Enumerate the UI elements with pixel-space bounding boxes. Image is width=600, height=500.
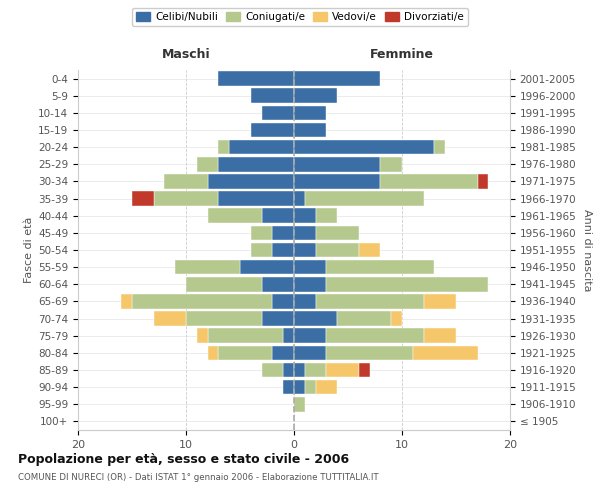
Bar bbox=[272, 242, 294, 258]
Bar bbox=[424, 328, 456, 343]
Bar bbox=[272, 226, 294, 240]
Bar bbox=[337, 312, 391, 326]
Bar bbox=[294, 122, 326, 138]
Bar bbox=[175, 260, 240, 274]
Bar bbox=[294, 174, 380, 188]
Bar bbox=[294, 294, 316, 308]
Bar bbox=[294, 277, 326, 291]
Bar bbox=[391, 312, 402, 326]
Bar bbox=[316, 226, 359, 240]
Bar bbox=[316, 208, 337, 223]
Bar bbox=[208, 346, 218, 360]
Bar bbox=[154, 312, 186, 326]
Bar bbox=[208, 208, 262, 223]
Bar bbox=[218, 140, 229, 154]
Legend: Celibi/Nubili, Coniugati/e, Vedovi/e, Divorziati/e: Celibi/Nubili, Coniugati/e, Vedovi/e, Di… bbox=[132, 8, 468, 26]
Bar bbox=[240, 260, 294, 274]
Bar bbox=[305, 380, 316, 394]
Text: COMUNE DI NURECI (OR) - Dati ISTAT 1° gennaio 2006 - Elaborazione TUTTITALIA.IT: COMUNE DI NURECI (OR) - Dati ISTAT 1° ge… bbox=[18, 472, 379, 482]
Bar bbox=[283, 328, 294, 343]
Bar bbox=[132, 192, 154, 206]
Bar bbox=[305, 362, 326, 378]
Bar bbox=[294, 157, 380, 172]
Bar bbox=[218, 192, 294, 206]
Bar bbox=[283, 362, 294, 378]
Bar bbox=[359, 242, 380, 258]
Bar bbox=[208, 328, 283, 343]
Bar bbox=[218, 72, 294, 86]
Bar bbox=[251, 88, 294, 103]
Bar bbox=[262, 277, 294, 291]
Bar bbox=[413, 346, 478, 360]
Bar bbox=[316, 380, 337, 394]
Bar bbox=[197, 157, 218, 172]
Bar bbox=[294, 140, 434, 154]
Bar bbox=[121, 294, 132, 308]
Bar bbox=[326, 346, 413, 360]
Bar bbox=[164, 174, 208, 188]
Bar bbox=[326, 328, 424, 343]
Bar bbox=[251, 242, 272, 258]
Bar bbox=[218, 157, 294, 172]
Text: Femmine: Femmine bbox=[370, 48, 434, 61]
Bar bbox=[283, 380, 294, 394]
Bar bbox=[262, 106, 294, 120]
Bar bbox=[294, 312, 337, 326]
Bar bbox=[478, 174, 488, 188]
Bar bbox=[251, 122, 294, 138]
Bar bbox=[294, 362, 305, 378]
Bar bbox=[262, 362, 283, 378]
Bar bbox=[316, 242, 359, 258]
Bar bbox=[316, 294, 424, 308]
Bar bbox=[326, 277, 488, 291]
Bar bbox=[326, 362, 359, 378]
Bar bbox=[294, 106, 326, 120]
Text: Maschi: Maschi bbox=[161, 48, 211, 61]
Bar bbox=[186, 312, 262, 326]
Bar bbox=[294, 72, 380, 86]
Bar bbox=[359, 362, 370, 378]
Bar bbox=[229, 140, 294, 154]
Bar bbox=[208, 174, 294, 188]
Bar bbox=[262, 312, 294, 326]
Bar bbox=[434, 140, 445, 154]
Bar bbox=[294, 88, 337, 103]
Bar bbox=[424, 294, 456, 308]
Bar bbox=[197, 328, 208, 343]
Bar bbox=[294, 260, 326, 274]
Y-axis label: Fasce di età: Fasce di età bbox=[24, 217, 34, 283]
Bar bbox=[380, 174, 478, 188]
Bar bbox=[294, 226, 316, 240]
Bar bbox=[294, 242, 316, 258]
Bar bbox=[294, 397, 305, 411]
Bar bbox=[326, 260, 434, 274]
Bar bbox=[294, 208, 316, 223]
Bar bbox=[294, 192, 305, 206]
Bar bbox=[294, 346, 326, 360]
Bar bbox=[132, 294, 272, 308]
Bar bbox=[380, 157, 402, 172]
Bar bbox=[272, 346, 294, 360]
Text: Popolazione per età, sesso e stato civile - 2006: Popolazione per età, sesso e stato civil… bbox=[18, 452, 349, 466]
Bar bbox=[294, 380, 305, 394]
Bar bbox=[272, 294, 294, 308]
Bar bbox=[186, 277, 262, 291]
Y-axis label: Anni di nascita: Anni di nascita bbox=[582, 209, 592, 291]
Bar bbox=[251, 226, 272, 240]
Bar bbox=[154, 192, 218, 206]
Bar bbox=[262, 208, 294, 223]
Bar bbox=[294, 328, 326, 343]
Bar bbox=[305, 192, 424, 206]
Bar bbox=[218, 346, 272, 360]
